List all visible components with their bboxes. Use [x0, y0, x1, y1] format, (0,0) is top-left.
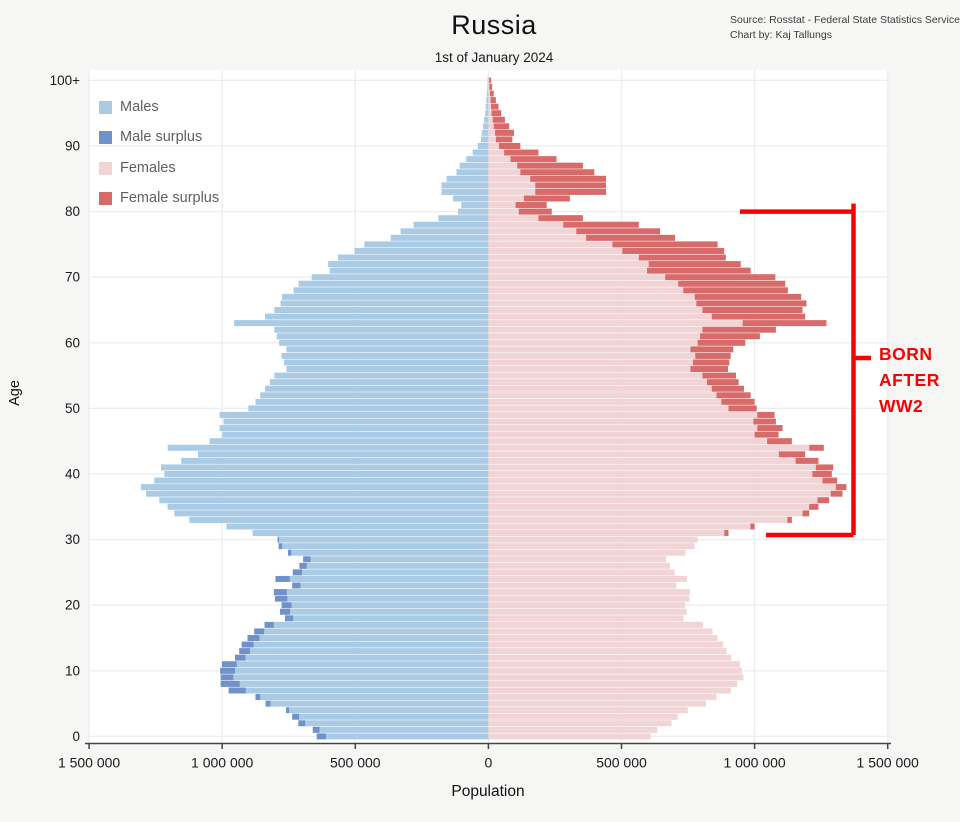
svg-text:60: 60: [65, 335, 80, 350]
legend-label-females: Females: [120, 160, 176, 176]
male-surplus-color-swatch-icon: [99, 130, 112, 144]
svg-text:500 000: 500 000: [330, 755, 381, 771]
born-after-ww2-annotation: BORN AFTER WW2: [879, 341, 940, 419]
legend-label-male-surplus: Male surplus: [120, 129, 203, 145]
svg-text:20: 20: [65, 598, 80, 613]
x-axis: [85, 742, 891, 749]
y-axis-title: Age: [6, 380, 23, 406]
chart-legend: Males Male surplus Females Female surplu…: [99, 92, 219, 213]
svg-text:0: 0: [485, 755, 493, 771]
legend-item-males: Males: [99, 92, 219, 122]
svg-text:70: 70: [65, 270, 80, 285]
legend-label-female-surplus: Female surplus: [120, 190, 220, 206]
source-attribution: Source: Rosstat - Federal State Statisti…: [730, 13, 960, 43]
svg-text:1 000 000: 1 000 000: [191, 755, 253, 771]
svg-text:1 500 000: 1 500 000: [857, 755, 919, 771]
females-bars: [488, 77, 836, 740]
svg-text:30: 30: [65, 532, 80, 547]
x-axis-tick-labels: 1 500 000 1 000 000 500 000 0 500 000 1 000 0…: [58, 755, 919, 771]
annotation-line-1: BORN: [879, 344, 933, 364]
chart-subtitle: 1st of January 2024: [434, 50, 554, 65]
svg-text:40: 40: [65, 467, 80, 482]
annotation-line-3: WW2: [879, 396, 924, 416]
svg-text:10: 10: [65, 663, 80, 678]
legend-item-male-surplus: Male surplus: [99, 122, 219, 152]
svg-text:500 000: 500 000: [596, 755, 647, 771]
males-color-swatch-icon: [99, 100, 112, 114]
female-surplus-color-swatch-icon: [99, 191, 112, 205]
annotation-line-2: AFTER: [879, 370, 940, 390]
legend-label-males: Males: [120, 99, 159, 115]
female-surplus-bars: [489, 77, 847, 537]
born-after-ww2-bracket: [740, 203, 871, 538]
svg-text:100+: 100+: [50, 73, 81, 88]
source-line-2: Chart by: Kaj Tallungs: [730, 29, 832, 41]
svg-text:90: 90: [65, 139, 80, 154]
svg-text:50: 50: [65, 401, 80, 416]
source-line-1: Source: Rosstat - Federal State Statisti…: [730, 14, 960, 26]
females-color-swatch-icon: [99, 161, 112, 175]
legend-item-female-surplus: Female surplus: [99, 183, 219, 213]
svg-text:1 000 000: 1 000 000: [723, 755, 785, 771]
svg-text:80: 80: [65, 204, 80, 219]
chart-title: Russia: [451, 10, 537, 40]
svg-text:1 500 000: 1 500 000: [58, 755, 120, 771]
y-axis-tick-labels: 0 10 20 30 40 50 60 70 80 90 100+: [50, 73, 81, 744]
male-surplus-bars: [220, 536, 327, 740]
x-axis-title: Population: [451, 783, 525, 800]
legend-item-females: Females: [99, 153, 219, 183]
svg-text:0: 0: [72, 729, 80, 744]
males-bars: [141, 77, 489, 740]
